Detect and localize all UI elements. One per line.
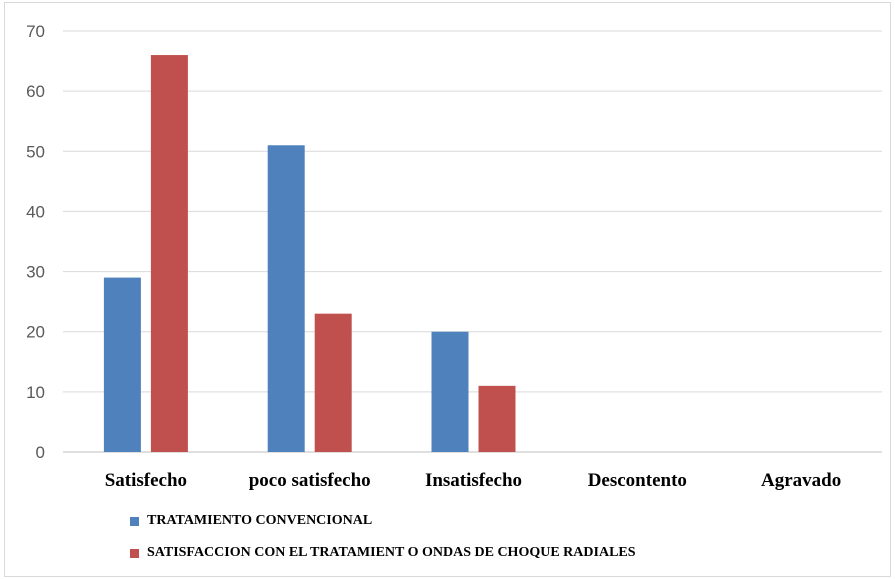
x-category-label: Descontento xyxy=(588,470,687,491)
y-tick-label: 40 xyxy=(26,202,45,221)
legend-item-ondas-choque: SATISFACCION CON EL TRATAMIENT O ONDAS D… xyxy=(130,545,636,561)
x-category-label: Agravado xyxy=(761,470,841,491)
bar-convencional-2 xyxy=(431,331,469,452)
bar-ondas-choque-2 xyxy=(478,385,516,452)
y-tick-label: 10 xyxy=(26,383,45,402)
legend-swatch-red xyxy=(130,548,139,558)
x-category-label: Insatisfecho xyxy=(425,470,522,491)
bar-ondas-choque-1 xyxy=(314,313,352,452)
y-tick-label: 60 xyxy=(26,82,45,101)
y-tick-label: 30 xyxy=(26,263,45,282)
x-category-label: poco satisfecho xyxy=(249,470,371,491)
bar-convencional-0 xyxy=(103,277,141,452)
y-tick-label: 50 xyxy=(26,142,45,161)
x-category-label: Satisfecho xyxy=(105,470,187,491)
bar-ondas-choque-0 xyxy=(150,55,188,453)
legend-label-convencional: TRATAMIENTO CONVENCIONAL xyxy=(147,513,373,528)
legend-label-ondas-choque: SATISFACCION CON EL TRATAMIENT O ONDAS D… xyxy=(147,545,636,560)
bar-convencional-1 xyxy=(267,145,305,452)
y-tick-label: 0 xyxy=(36,443,45,462)
y-tick-label: 20 xyxy=(26,323,45,342)
legend-swatch-blue xyxy=(130,516,139,526)
y-tick-label: 70 xyxy=(26,22,45,41)
legend-item-convencional: TRATAMIENTO CONVENCIONAL xyxy=(130,513,372,529)
